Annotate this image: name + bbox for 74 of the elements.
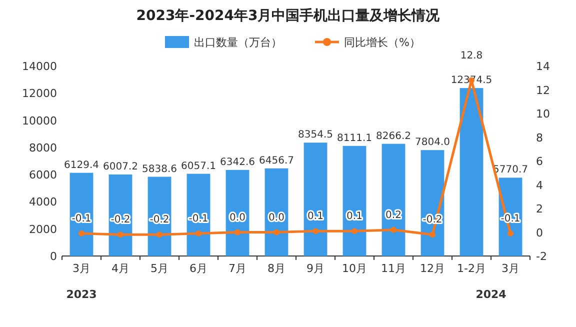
data-label: -0.1 <box>72 213 92 224</box>
point <box>312 228 318 234</box>
data-label: 6057.1 <box>181 160 216 172</box>
bar <box>342 146 366 256</box>
chart-title: 2023年-2024年3月中国手机出口量及增长情况 <box>136 7 441 24</box>
point <box>274 229 280 236</box>
y2-tick-label: 4 <box>536 178 543 192</box>
bar <box>382 144 406 256</box>
point <box>390 226 396 233</box>
data-label: 6129.4 <box>64 160 99 171</box>
point <box>508 230 514 236</box>
bar <box>186 174 210 256</box>
point <box>352 228 358 234</box>
point <box>118 232 124 238</box>
data-label: 0.1 <box>308 211 324 222</box>
y-tick-label: 10000 <box>22 114 57 128</box>
y2-tick-label: 10 <box>536 108 550 120</box>
data-label: -0.2 <box>150 214 170 226</box>
data-label: 12.8 <box>460 50 483 62</box>
data-label: 8111.1 <box>337 132 372 144</box>
y2-tick-label: 14 <box>536 60 550 73</box>
point <box>78 230 84 236</box>
data-label: 5838.6 <box>142 164 177 175</box>
y-tick-label: 2000 <box>29 222 57 236</box>
y2-tick-label: 8 <box>536 131 543 144</box>
bar <box>70 172 94 256</box>
point <box>196 230 202 236</box>
bar <box>420 150 444 256</box>
point <box>234 229 240 236</box>
x-tick-label: 3月 <box>502 262 520 275</box>
y-tick-label: 6000 <box>29 168 57 182</box>
y-tick-label: 14000 <box>22 60 57 73</box>
y2-tick-label: -2 <box>536 250 547 263</box>
x-tick-label: 9月 <box>306 262 324 275</box>
data-label: -0.2 <box>110 214 130 226</box>
y2-tick-label: 12 <box>536 84 550 97</box>
x-tick-label: 8月 <box>268 262 286 275</box>
y-tick-label: 0 <box>50 250 57 263</box>
data-label: -0.1 <box>188 213 208 224</box>
x-tick-label: 10月 <box>342 262 367 275</box>
data-label: 7804.0 <box>415 137 450 148</box>
y-tick-label: 12000 <box>22 87 57 100</box>
data-label: 8354.5 <box>298 130 333 141</box>
x-tick-label: 11月 <box>381 262 406 275</box>
point <box>430 232 436 238</box>
data-label: 0.0 <box>230 212 246 224</box>
x-tick-label: 6月 <box>190 262 208 275</box>
data-label: 6342.6 <box>220 156 255 168</box>
x-tick-label: 12月 <box>420 262 445 275</box>
x-tick-label: 5月 <box>150 262 168 275</box>
legend-label: 出口数量（万台） <box>194 36 282 49</box>
data-label: 6007.2 <box>103 161 138 172</box>
x-tick-label: 1-2月 <box>457 262 486 275</box>
text: 2023 <box>66 288 97 301</box>
data-label: 0.1 <box>346 211 362 222</box>
x-tick-label: 4月 <box>112 262 130 275</box>
y-tick-label: 8000 <box>29 141 57 154</box>
text: 2024 <box>476 288 507 301</box>
x-tick-label: 7月 <box>228 262 246 275</box>
bar <box>460 88 484 256</box>
bar <box>304 142 328 256</box>
y2-tick-label: 6 <box>536 155 543 168</box>
bar <box>226 170 250 256</box>
data-label: 0.2 <box>386 210 402 221</box>
x-tick-label: 3月 <box>72 262 90 275</box>
y2-tick-label: 0 <box>536 226 543 240</box>
legend-label: 同比增长（%） <box>344 36 420 49</box>
data-label: 6456.7 <box>259 155 294 166</box>
bar <box>264 168 288 256</box>
y2-tick-label: 2 <box>536 202 543 216</box>
y-tick-label: 4000 <box>29 196 57 209</box>
point <box>156 232 162 238</box>
data-label: 0.0 <box>268 212 284 224</box>
data-label: 8266.2 <box>376 130 411 142</box>
